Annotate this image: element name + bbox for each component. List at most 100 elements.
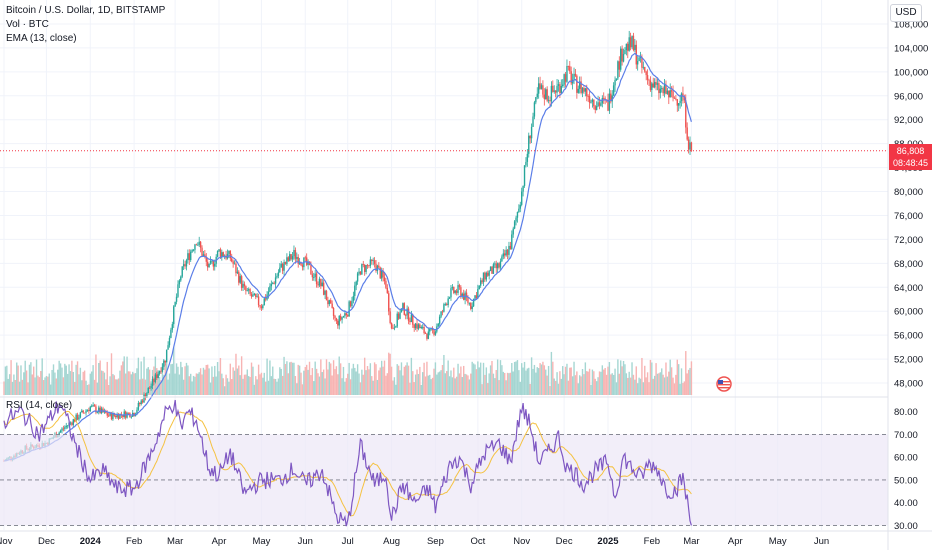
volume-bar — [318, 376, 321, 395]
candle-body — [146, 393, 148, 398]
candle-body — [148, 388, 151, 389]
volume-bar — [386, 373, 389, 395]
volume-bar — [144, 379, 147, 395]
volume-bar — [13, 374, 15, 395]
candle-body — [248, 289, 250, 291]
time-axis[interactable]: Nov Dec 2024 Feb Mar Apr May Jun Jul Aug Sep Oct Nov… — [0, 530, 932, 547]
candle-body — [345, 313, 348, 316]
volume-bar — [233, 370, 236, 395]
price-axis[interactable]: 48,000 52,000 56,000 60,000 64,000 68,000 72,0… — [894, 19, 928, 389]
candle-body — [412, 314, 414, 325]
price-tick-label: 108,000 — [894, 19, 928, 30]
volume-bar — [649, 359, 652, 395]
volume-bar — [28, 364, 31, 395]
volume-bar — [550, 351, 553, 395]
candle-body — [366, 264, 369, 266]
volume-bar — [598, 371, 601, 395]
volume-bar — [127, 371, 130, 395]
volume-bar — [146, 368, 148, 395]
symbol-title[interactable]: Bitcoin / U.S. Dollar, 1D, BITSTAMP — [6, 5, 166, 16]
candle-body — [109, 412, 111, 416]
volume-bar — [539, 363, 541, 395]
candle-body — [164, 360, 166, 363]
candle-body — [85, 410, 87, 413]
candle-body — [525, 161, 527, 166]
volume-bar — [666, 376, 669, 395]
volume-bar — [141, 378, 144, 395]
currency-button[interactable]: USD — [890, 4, 922, 22]
volume-bar — [344, 381, 346, 395]
volume-bar — [419, 366, 421, 395]
candle-body — [578, 81, 581, 89]
volume-bar — [262, 377, 264, 395]
rsi-legend[interactable]: RSI (14, close) — [6, 400, 73, 411]
volume-bar — [661, 368, 663, 395]
candle-body — [581, 87, 584, 93]
candle-body — [646, 75, 649, 80]
volume-bar — [147, 367, 149, 395]
volume-bar — [38, 377, 41, 395]
volume-bar — [429, 374, 431, 395]
candle-body — [518, 208, 520, 213]
volume-bar — [199, 368, 202, 395]
volume-bar — [331, 375, 333, 395]
volume-bar — [106, 361, 108, 395]
volume-bar — [62, 377, 65, 395]
candle-body — [687, 139, 690, 150]
candle-body — [297, 257, 299, 264]
volume-bar — [617, 359, 619, 395]
volume-bar — [427, 375, 430, 395]
volume-bar — [624, 364, 626, 395]
volume-bar — [612, 374, 615, 395]
volume-bar — [636, 383, 639, 395]
volume-bar — [266, 358, 268, 395]
last-price-value: 86,808 — [896, 146, 925, 156]
volume-bar — [570, 367, 572, 395]
ema-legend[interactable]: EMA (13, close) — [6, 33, 77, 44]
candle-body — [612, 85, 615, 96]
volume-bar — [240, 356, 243, 395]
candle-body — [209, 260, 212, 264]
time-tick-label: Mar — [167, 536, 183, 547]
volume-bar — [143, 356, 145, 395]
candle-body — [552, 85, 554, 92]
time-tick-label: Nov — [513, 536, 530, 547]
volume-bar — [74, 381, 76, 395]
volume-bar — [25, 370, 28, 395]
volume-bar — [68, 364, 70, 395]
volume-bar — [646, 372, 649, 395]
volume-bar — [597, 377, 599, 395]
candle-body — [686, 127, 688, 140]
candle-body — [64, 427, 66, 429]
candle-body — [648, 79, 650, 81]
candle-body — [362, 264, 364, 265]
time-tick-label: May — [252, 536, 270, 547]
candle-body — [665, 84, 667, 94]
volume-bar — [221, 373, 223, 395]
candle-body — [263, 298, 265, 306]
volume-bar — [605, 374, 608, 395]
volume-bar — [586, 371, 588, 395]
volume-bar — [252, 366, 254, 395]
volume-bar — [79, 367, 82, 395]
volume-bar — [403, 366, 405, 395]
volume-bar — [215, 376, 217, 395]
volume-bar — [184, 366, 186, 395]
volume-bar — [410, 357, 413, 395]
candle-body — [190, 251, 192, 261]
volume-bar — [525, 370, 527, 395]
volume-bar — [380, 360, 383, 395]
candle-body — [587, 96, 589, 98]
volume-bar — [249, 376, 251, 395]
candle-body — [438, 316, 441, 324]
candle-body — [652, 83, 654, 88]
volume-bar — [498, 380, 500, 395]
candle-body — [673, 97, 676, 99]
candle-body — [569, 66, 571, 72]
rsi-axis[interactable]: 30.00 40.00 50.00 60.00 70.00 80.00 — [894, 407, 918, 532]
volume-legend[interactable]: Vol · BTC — [6, 19, 49, 30]
us-flag-icon[interactable] — [714, 376, 734, 392]
candle-body — [639, 56, 642, 58]
volume-bar — [129, 371, 131, 395]
